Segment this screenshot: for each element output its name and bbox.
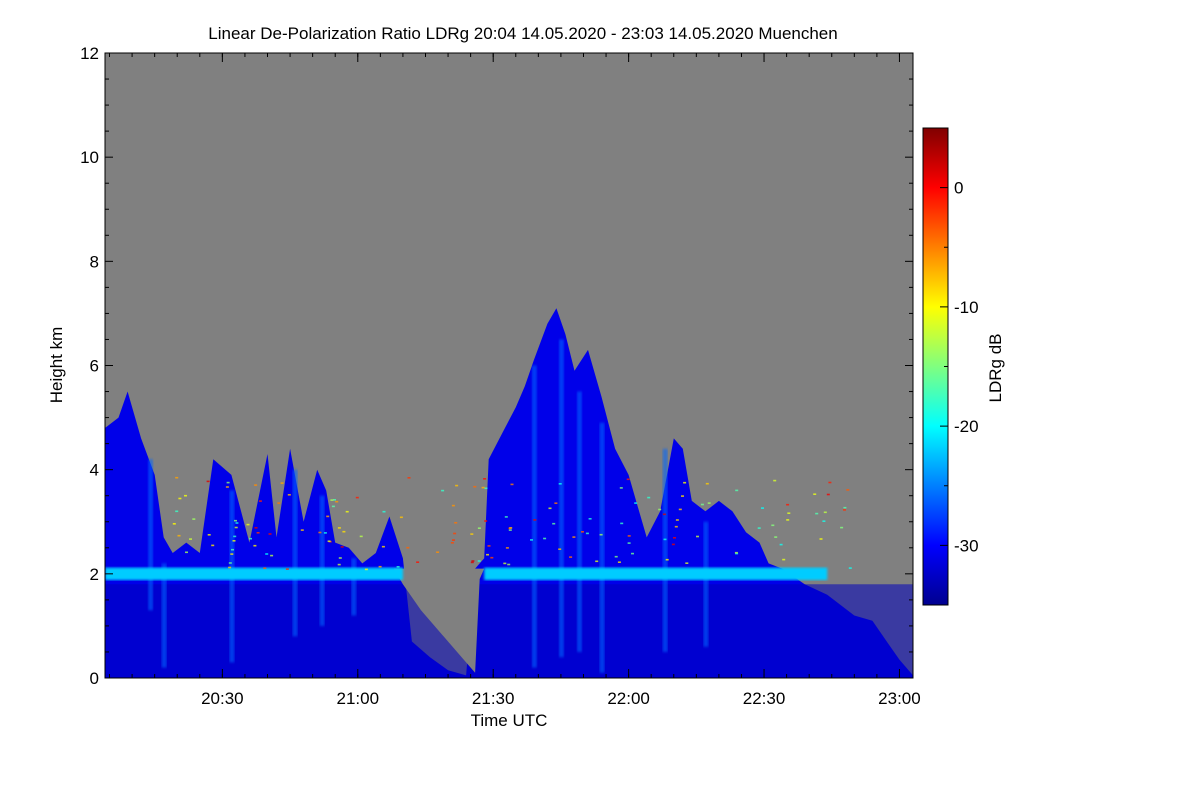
y-tick-label: 4 bbox=[90, 461, 99, 480]
colorbar-tick-label: 0 bbox=[954, 179, 963, 198]
chart-title: Linear De-Polarization Ratio LDRg 20:04 … bbox=[208, 24, 837, 43]
colorbar-axis: 0 -10 -20 -30 bbox=[940, 127, 979, 606]
y-axis-label: Height km bbox=[47, 327, 66, 404]
y-tick-label: 0 bbox=[90, 669, 99, 688]
ldr-heatmap bbox=[105, 308, 913, 678]
colorbar-tick-label: -20 bbox=[954, 417, 979, 436]
high-ldr-specks bbox=[172, 476, 852, 571]
colorbar-label: LDRg dB bbox=[986, 334, 1005, 403]
y-tick-label: 8 bbox=[90, 252, 99, 271]
y-tick-label: 12 bbox=[80, 44, 99, 63]
y-tick-label: 6 bbox=[90, 357, 99, 376]
x-axis: 20:30 21:00 21:30 22:00 22:30 23:00 bbox=[109, 53, 921, 708]
bright-band bbox=[105, 567, 403, 581]
bright-band bbox=[484, 567, 828, 581]
x-tick-label: 21:30 bbox=[472, 689, 515, 708]
x-tick-label: 23:00 bbox=[878, 689, 921, 708]
x-tick-label: 20:30 bbox=[201, 689, 244, 708]
colorbar bbox=[922, 127, 949, 606]
y-tick-label: 2 bbox=[90, 565, 99, 584]
x-tick-label: 22:30 bbox=[743, 689, 786, 708]
x-axis-label: Time UTC bbox=[471, 711, 548, 730]
x-tick-label: 21:00 bbox=[337, 689, 380, 708]
no-data-gap bbox=[393, 568, 485, 673]
x-tick-label: 22:00 bbox=[607, 689, 650, 708]
boundary-layer bbox=[105, 584, 913, 678]
colorbar-tick-label: -10 bbox=[954, 298, 979, 317]
y-tick-label: 10 bbox=[80, 148, 99, 167]
y-axis: 0 2 4 6 8 10 12 bbox=[80, 44, 913, 688]
colorbar-tick-label: -30 bbox=[954, 536, 979, 555]
